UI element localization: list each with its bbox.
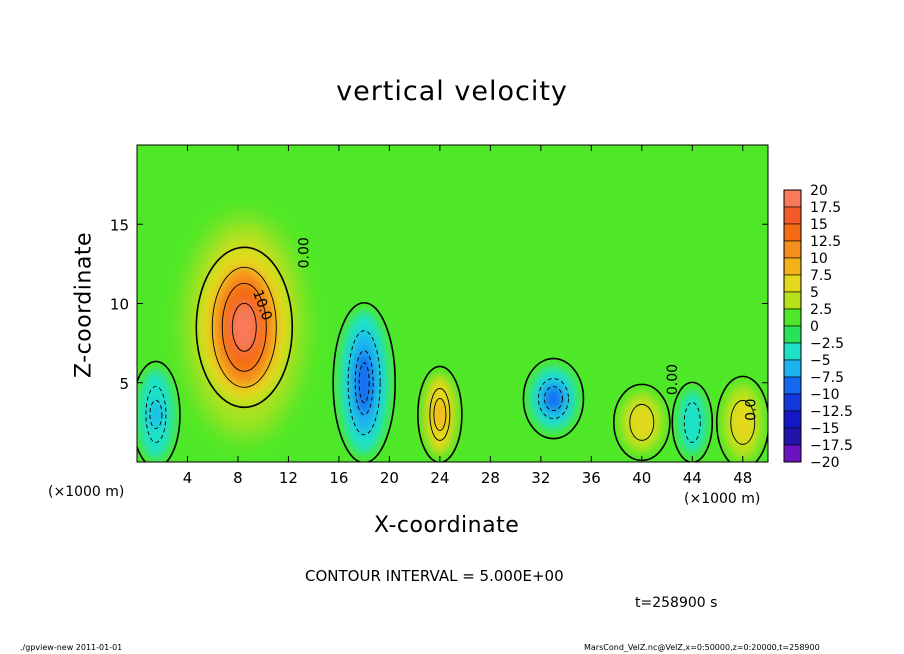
colorbar-box <box>783 274 802 293</box>
y-axis-label: Z-coordinate <box>71 232 97 378</box>
footer-right: MarsCond_VelZ.nc@VelZ,x=0:50000,z=0:2000… <box>584 643 820 652</box>
colorbar-label: 15 <box>810 217 828 233</box>
colorbar-label: 17.5 <box>810 200 841 216</box>
y-tick-label: 15 <box>110 216 129 234</box>
colorbar-box <box>783 223 802 242</box>
downdraft-blob <box>359 362 370 403</box>
colorbar-label: −2.5 <box>810 336 844 352</box>
colorbar-label: 20 <box>810 183 828 199</box>
x-units-label-left: (×1000 m) <box>48 484 125 500</box>
x-tick-label: 12 <box>279 469 298 487</box>
colorbar-label: 5 <box>810 285 819 301</box>
zero-contour <box>332 301 396 462</box>
positive-contour <box>433 398 447 431</box>
x-tick-label: 48 <box>733 469 752 487</box>
colorbar-label: −12.5 <box>810 404 853 420</box>
updraft-blob <box>730 400 755 445</box>
colorbar-box <box>783 257 802 276</box>
colorbar-box <box>783 189 802 208</box>
positive-contour <box>231 302 257 352</box>
colorbar-label: 7.5 <box>810 268 832 284</box>
colorbar-box <box>783 325 802 344</box>
contour-interval-text: CONTOUR INTERVAL = 5.000E+00 <box>305 567 564 585</box>
negative-contour <box>538 378 569 420</box>
zero-contour <box>671 381 714 462</box>
x-tick-label: 20 <box>380 469 399 487</box>
negative-contour <box>544 386 563 412</box>
negative-contour <box>145 386 167 443</box>
colorbar-label: −17.5 <box>810 438 853 454</box>
colorbar-box <box>783 410 802 429</box>
colorbar-box <box>783 308 802 327</box>
negative-contour <box>683 401 701 443</box>
x-tick-label: 36 <box>582 469 601 487</box>
zero-contour <box>715 375 768 462</box>
contour-label: 0.00 <box>297 237 313 268</box>
colorbar-label: −20 <box>810 455 840 471</box>
zero-contour <box>417 365 463 462</box>
colorbar-box <box>783 427 802 446</box>
downdraft-blob <box>544 386 563 411</box>
negative-contour <box>347 330 381 436</box>
time-label: t=258900 s <box>635 595 718 611</box>
y-tick-label: 10 <box>110 296 129 314</box>
contour-label: 0.0 <box>743 399 759 421</box>
colorbar: 2017.51512.5107.552.50−2.5−5−7.5−10−12.5… <box>783 183 853 471</box>
positive-contour <box>221 282 267 372</box>
x-tick-label: 24 <box>430 469 449 487</box>
positive-contour <box>211 266 277 388</box>
zero-contour <box>522 357 585 440</box>
colorbar-frame <box>783 189 802 463</box>
x-tick-label: 4 <box>183 469 193 487</box>
colorbar-label: −7.5 <box>810 370 844 386</box>
updraft-blob <box>433 398 446 431</box>
zero-contour <box>195 246 294 409</box>
x-tick-label: 8 <box>233 469 243 487</box>
positive-contour <box>730 399 756 445</box>
colorbar-label: −15 <box>810 421 840 437</box>
negative-contour <box>358 362 370 404</box>
x-tick-label: 32 <box>531 469 550 487</box>
x-tick-label: 16 <box>329 469 348 487</box>
colorbar-box <box>783 359 802 378</box>
negative-contour <box>149 400 163 429</box>
colorbar-box <box>783 444 802 463</box>
colorbar-label: 12.5 <box>810 234 841 250</box>
colorbar-box <box>783 342 802 361</box>
colorbar-box <box>783 291 802 310</box>
positive-contour <box>629 403 655 441</box>
chart-title: vertical velocity <box>336 76 568 107</box>
colorbar-label: −10 <box>810 387 840 403</box>
updraft-blob <box>232 303 257 352</box>
colorbar-label: 10 <box>810 251 828 267</box>
x-units-label-right: (×1000 m) <box>684 491 761 507</box>
colorbar-label: 2.5 <box>810 302 832 318</box>
colorbar-label: 0 <box>810 319 819 335</box>
colorbar-box <box>783 393 802 412</box>
x-axis-label: X-coordinate <box>374 513 520 538</box>
positive-contour <box>429 388 451 441</box>
colorbar-box <box>783 376 802 395</box>
downdraft-blob <box>684 402 701 443</box>
colorbar-label: −5 <box>810 353 831 369</box>
updraft-blob <box>629 404 654 441</box>
negative-contour <box>354 350 374 416</box>
contour-label: 0.00 <box>665 364 681 395</box>
footer-left: ./gpview-new 2011-01-01 <box>20 643 123 652</box>
colorbar-box <box>783 240 802 259</box>
x-tick-label: 44 <box>683 469 702 487</box>
x-tick-label: 40 <box>632 469 651 487</box>
colorbar-box <box>783 206 802 225</box>
downdraft-blob <box>149 400 162 429</box>
zero-contour <box>137 360 181 462</box>
y-tick-label: 5 <box>119 375 129 393</box>
x-tick-label: 28 <box>481 469 500 487</box>
